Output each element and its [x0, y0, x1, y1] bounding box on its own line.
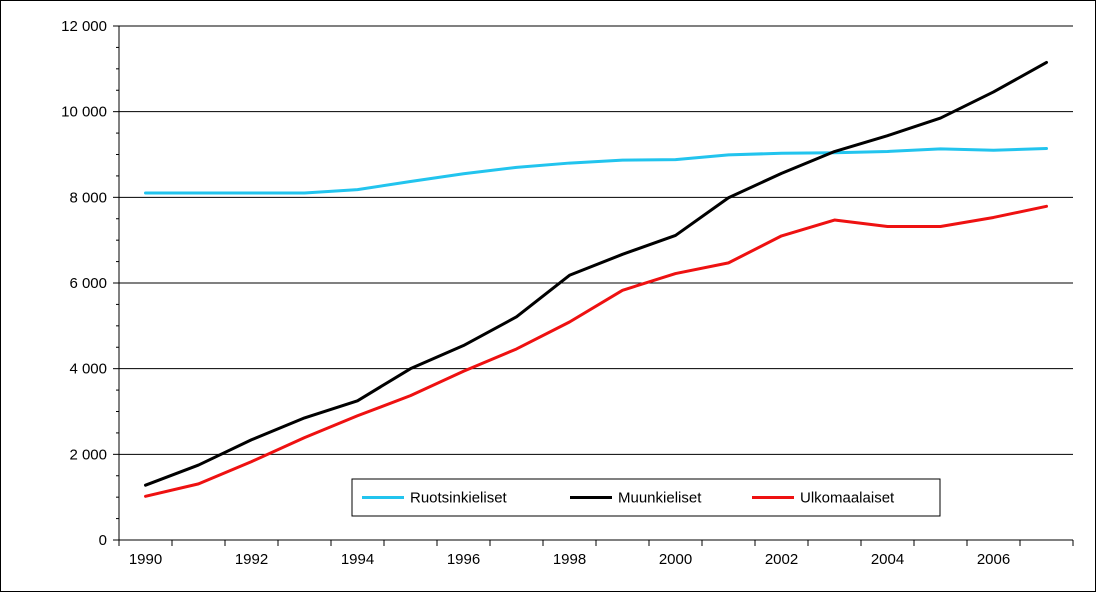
legend-label-1: Muunkieliset: [618, 490, 702, 507]
y-tick-label: 0: [99, 532, 107, 549]
legend-box: [351, 478, 941, 517]
legend-label-2: Ulkomaalaiset: [800, 490, 895, 507]
x-tick-label: 1996: [447, 551, 480, 568]
series-line-0: [144, 147, 1048, 195]
x-axis-ticks: 1990 1992 1994 1996 1998 2000 2002 2004 2006: [118, 540, 1074, 568]
x-tick-label: 1990: [129, 551, 162, 568]
series-lines: [144, 60, 1048, 498]
x-tick-label: 2006: [977, 551, 1010, 568]
gridlines: [119, 25, 1073, 455]
x-tick-label: 1992: [235, 551, 268, 568]
x-tick-label: 1998: [553, 551, 586, 568]
y-tick-label: 8 000: [69, 189, 107, 206]
y-tick-label: 4 000: [69, 361, 107, 378]
y-tick-label: 2 000: [69, 446, 107, 463]
x-tick-label: 2002: [765, 551, 798, 568]
legend: Ruotsinkieliset Muunkieliset Ulkomaalaiset: [351, 478, 941, 517]
x-tick-label: 1994: [341, 551, 374, 568]
x-tick-label: 2000: [659, 551, 692, 568]
y-tick-label: 12 000: [61, 18, 107, 35]
legend-label-0: Ruotsinkieliset: [410, 490, 508, 507]
x-tick-label: 2004: [871, 551, 904, 568]
series-line-2: [144, 204, 1048, 498]
y-tick-label: 6 000: [69, 275, 107, 292]
y-tick-label: 10 000: [61, 104, 107, 121]
y-axis-ticks: 0 2 000 4 000 6 000 8 000 10 000 12 000: [61, 18, 119, 549]
series-line-1: [144, 60, 1048, 487]
